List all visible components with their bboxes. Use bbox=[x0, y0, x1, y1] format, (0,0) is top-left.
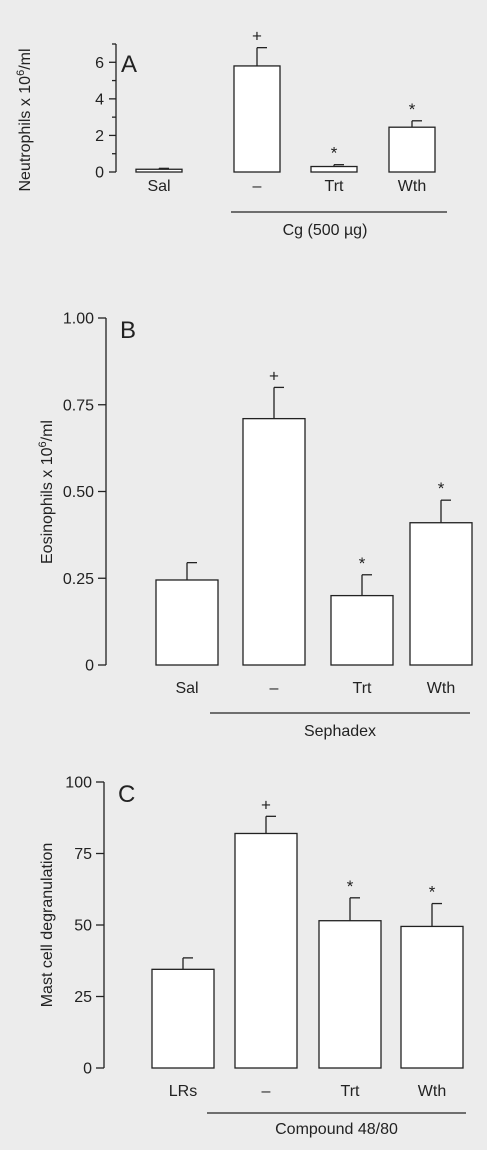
panel-a-y-tick-label: 6 bbox=[95, 55, 104, 72]
panel-b-bar bbox=[242, 417, 306, 666]
panel-b-group-label: Sephadex bbox=[304, 723, 376, 740]
panel-a-category-label: Trt bbox=[325, 178, 345, 195]
panel-a-bar bbox=[388, 126, 436, 173]
panel-c-bar bbox=[234, 832, 298, 1069]
panel-c-y-axis-title: Mast cell degranulation bbox=[39, 843, 56, 1008]
panel-c-y-tick-label: 50 bbox=[74, 918, 92, 935]
panel-a-label: A bbox=[121, 51, 137, 78]
panel-c-y-tick-label: 75 bbox=[74, 846, 92, 863]
panel-b-bar bbox=[330, 594, 394, 666]
panel-b-category-label: Trt bbox=[353, 680, 373, 697]
panel-a-significance-marker: + bbox=[252, 27, 262, 46]
panel-b-label: B bbox=[120, 317, 136, 344]
panel-a-significance-marker: * bbox=[409, 100, 416, 119]
panel-b-y-tick-label: 1.00 bbox=[63, 311, 94, 328]
panel-b-y-tick-label: 0.75 bbox=[63, 397, 94, 414]
panel-c-group-label: Compound 48/80 bbox=[275, 1121, 398, 1138]
panel-c-y-tick-label: 100 bbox=[65, 775, 92, 792]
panel-a-bar bbox=[233, 65, 281, 173]
panel-c-significance-marker: + bbox=[261, 795, 271, 814]
panel-c-category-label: LRs bbox=[169, 1083, 197, 1100]
panel-a-y-tick-label: 4 bbox=[95, 91, 104, 108]
panel-b-bar bbox=[155, 579, 219, 666]
panel-b-category-label: – bbox=[270, 680, 279, 697]
panel-a-category-label: Wth bbox=[398, 178, 426, 195]
panel-a-bar bbox=[135, 168, 183, 173]
panel-c-bar bbox=[318, 920, 382, 1069]
panel-b-bar bbox=[409, 522, 473, 666]
panel-c-category-label: – bbox=[262, 1083, 271, 1100]
panel-b-category-label: Sal bbox=[175, 680, 198, 697]
panel-a-significance-marker: * bbox=[331, 144, 338, 163]
panel-c-y-tick-label: 25 bbox=[74, 989, 92, 1006]
panel-c-significance-marker: * bbox=[347, 877, 354, 896]
panel-c-category-label: Wth bbox=[418, 1083, 446, 1100]
panel-a-y-tick-label: 0 bbox=[95, 165, 104, 182]
panel-b-y-tick-label: 0 bbox=[85, 658, 94, 675]
panel-a-y-axis-title: Neutrophils x 106/ml bbox=[15, 48, 34, 191]
panel-b-significance-marker: * bbox=[438, 479, 445, 498]
panel-a-category-label: Sal bbox=[147, 178, 170, 195]
panel-a-y-tick-label: 2 bbox=[95, 128, 104, 145]
panel-c-y-tick-label: 0 bbox=[83, 1061, 92, 1078]
panel-b-category-label: Wth bbox=[427, 680, 455, 697]
panel-a-group-label: Cg (500 µg) bbox=[283, 222, 368, 239]
panel-c-bar bbox=[400, 925, 464, 1069]
panel-c-bar bbox=[151, 968, 215, 1069]
panel-a-category-label: – bbox=[253, 178, 262, 195]
panel-c-significance-marker: * bbox=[429, 883, 436, 902]
panel-c-category-label: Trt bbox=[341, 1083, 361, 1100]
panel-b-significance-marker: * bbox=[359, 554, 366, 573]
panel-c-label: C bbox=[118, 781, 135, 808]
panel-b-y-axis-title: Eosinophils x 106/ml bbox=[37, 420, 56, 564]
panel-b-significance-marker: + bbox=[269, 366, 279, 385]
panel-a-bar bbox=[310, 165, 358, 173]
panel-b-y-tick-label: 0.25 bbox=[63, 571, 94, 588]
panel-b-y-tick-label: 0.50 bbox=[63, 484, 94, 501]
